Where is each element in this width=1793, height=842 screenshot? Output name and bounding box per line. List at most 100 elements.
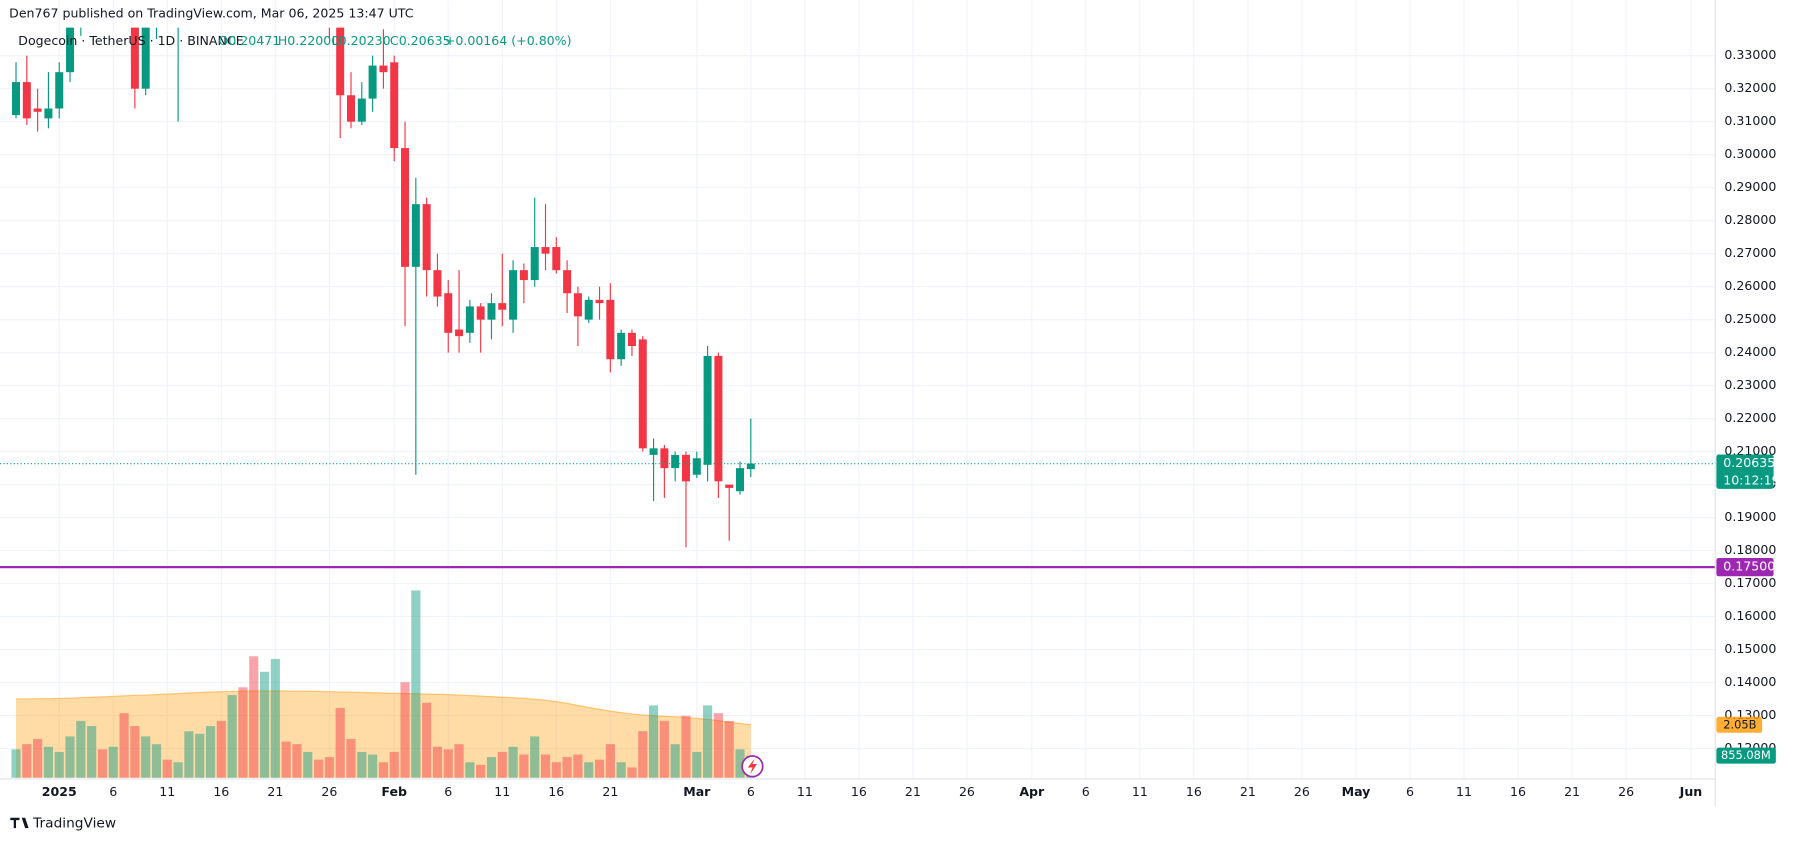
x-tick-label: 6: [1082, 784, 1090, 799]
volume-bar: [422, 702, 432, 778]
y-tick-label: 0.32000: [1724, 80, 1776, 95]
candle-body: [357, 98, 366, 122]
candle-body: [649, 448, 658, 455]
candle-body: [487, 303, 496, 320]
y-tick-label: 0.18000: [1724, 542, 1776, 557]
volume-bar: [594, 759, 605, 778]
x-tick-label: 2025: [42, 784, 77, 799]
volume-bar: [292, 744, 302, 778]
x-tick-label: 26: [1294, 784, 1310, 799]
volume-bar: [497, 751, 507, 778]
x-tick-label: 16: [1186, 784, 1202, 799]
volume-bar: [314, 759, 324, 778]
volume-bar: [205, 726, 216, 778]
countdown: 10:12:19: [1723, 472, 1779, 487]
candle-body: [498, 303, 507, 310]
x-tick-label: Jun: [1679, 784, 1703, 799]
y-tick-label: 0.15000: [1724, 641, 1776, 656]
volume-bar: [443, 749, 453, 778]
candle-body: [411, 204, 420, 267]
volume-bar: [486, 757, 497, 778]
volume-bar: [65, 736, 75, 778]
volume-bar: [432, 746, 443, 778]
candle-body: [736, 468, 745, 492]
hline-label-box: [1716, 557, 1774, 577]
volume-bar: [97, 749, 108, 778]
volume-ma-label-box: [1716, 716, 1763, 733]
volume-bar: [692, 751, 702, 778]
x-tick-label: 6: [1406, 784, 1414, 799]
candle-body: [33, 108, 42, 112]
x-tick-label: 21: [602, 784, 618, 799]
y-tick-label: 0.14000: [1724, 674, 1776, 689]
x-tick-label: 26: [1618, 784, 1634, 799]
y-tick-label: 0.17000: [1724, 575, 1776, 590]
volume-bar: [162, 759, 172, 778]
volume-bar: [627, 767, 637, 778]
x-tick-label: 21: [267, 784, 283, 799]
volume-bar: [195, 733, 205, 778]
x-tick-label: 16: [213, 784, 229, 799]
volume-bar: [259, 671, 270, 778]
x-tick-label: May: [1342, 784, 1371, 799]
volume-bar: [724, 720, 734, 778]
volume-bar: [648, 705, 659, 778]
x-tick-label: 11: [797, 784, 813, 799]
y-tick-label: 0.25000: [1724, 311, 1776, 326]
x-tick-label: Mar: [683, 784, 711, 799]
candle-body: [390, 62, 399, 149]
candle-body: [595, 299, 604, 304]
legend-high: H0.22000: [278, 33, 339, 48]
volume-bar: [562, 757, 572, 778]
hline-label: 0.17500: [1723, 559, 1775, 574]
candle-body: [563, 270, 572, 294]
x-tick-label: 16: [1510, 784, 1526, 799]
candle-body: [44, 108, 53, 119]
volume-bar: [270, 658, 280, 778]
x-tick-label: 26: [959, 784, 975, 799]
volume-bar: [184, 731, 194, 778]
volume-bar: [400, 682, 410, 778]
candle-body: [22, 82, 31, 119]
candle-body: [368, 65, 377, 99]
y-tick-label: 0.22000: [1724, 410, 1776, 425]
last-price-box: [1716, 454, 1774, 489]
candle-body: [379, 65, 388, 73]
volume-bar: [216, 720, 226, 778]
volume-bar: [281, 741, 291, 778]
candle-body: [714, 355, 723, 482]
candle-body: [476, 306, 485, 320]
lightning-icon[interactable]: [741, 755, 764, 778]
volume-bar: [22, 744, 32, 778]
candle-body: [519, 270, 528, 281]
y-tick-label: 0.23000: [1724, 377, 1776, 392]
volume-bar: [227, 695, 237, 778]
x-tick-label: 16: [851, 784, 867, 799]
candle-body: [422, 204, 431, 271]
candle-body: [584, 299, 593, 320]
candle-body: [530, 247, 539, 281]
volume-bar: [508, 746, 518, 778]
candle-body: [725, 484, 734, 488]
volume-bar: [616, 762, 626, 778]
candle-body: [346, 95, 355, 122]
volume-bar: [324, 757, 334, 778]
legend-low: L0.20230: [332, 33, 391, 48]
volume-bar: [551, 762, 561, 778]
candle-body: [627, 332, 636, 347]
y-tick-label: 0.31000: [1724, 113, 1776, 128]
candle-body: [746, 463, 755, 470]
volume-bar: [33, 739, 43, 778]
legend-close: C0.20635: [390, 33, 451, 48]
x-tick-label: 6: [109, 784, 117, 799]
volume-bar: [378, 762, 388, 778]
volume-bar: [659, 720, 669, 778]
y-tick-label: 0.30000: [1724, 146, 1776, 161]
y-tick-label: 0.26000: [1724, 278, 1776, 293]
volume-bar: [703, 705, 713, 778]
x-tick-label: 21: [1240, 784, 1256, 799]
volume-bar: [411, 590, 421, 778]
x-tick-label: 11: [1456, 784, 1472, 799]
candle-body: [55, 72, 64, 109]
